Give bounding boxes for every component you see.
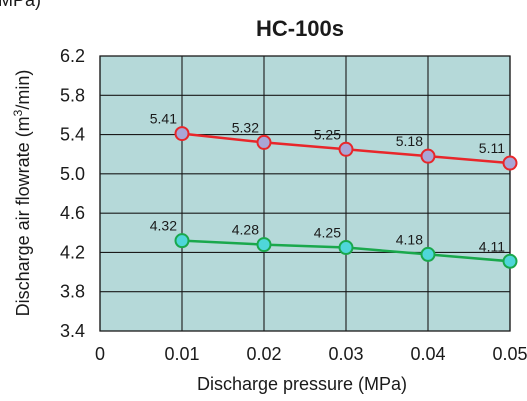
data-point <box>420 148 436 164</box>
x-tick-label: 0.03 <box>328 344 363 364</box>
data-point <box>174 126 190 142</box>
data-point <box>256 134 272 150</box>
corner-unit-label: (MPa) <box>0 0 41 10</box>
chart-title: HC-100s <box>256 16 344 41</box>
data-point <box>174 233 190 249</box>
x-axis-label: Discharge pressure (MPa) <box>197 374 407 394</box>
y-axis-label: Discharge air flowrate (m3/min) <box>11 70 33 317</box>
x-tick-labels: 0 0.01 0.02 0.03 0.04 0.05 <box>95 344 527 364</box>
data-label: 4.25 <box>314 225 341 241</box>
y-tick-label: 4.6 <box>60 203 85 223</box>
x-tick-label: 0.01 <box>164 344 199 364</box>
plot-area <box>99 55 511 332</box>
data-label: 4.18 <box>396 231 423 247</box>
y-tick-label: 3.4 <box>60 321 85 341</box>
y-tick-label: 5.4 <box>60 125 85 145</box>
y-axis-label-main: Discharge air flowrate (m <box>13 116 33 316</box>
data-label: 5.25 <box>314 126 341 142</box>
y-axis-label-superscript: 3 <box>11 109 25 116</box>
y-tick-label: 6.2 <box>60 46 85 66</box>
data-label: 4.32 <box>150 218 177 234</box>
x-tick-label: 0.02 <box>246 344 281 364</box>
y-tick-labels: 3.4 3.8 4.2 4.6 5.0 5.4 5.8 6.2 <box>60 46 85 341</box>
y-tick-label: 3.8 <box>60 282 85 302</box>
data-label: 5.32 <box>232 119 259 135</box>
data-label: 5.18 <box>396 133 423 149</box>
y-axis-label-unit: /min) <box>13 70 33 110</box>
x-tick-label: 0.05 <box>492 344 527 364</box>
data-point <box>338 141 354 157</box>
y-tick-label: 4.2 <box>60 242 85 262</box>
data-point <box>256 237 272 253</box>
grid-lines <box>99 55 511 332</box>
data-label: 5.41 <box>150 111 177 127</box>
data-label: 4.11 <box>479 238 505 254</box>
y-tick-label: 5.0 <box>60 164 85 184</box>
data-point <box>420 246 436 262</box>
x-tick-label: 0.04 <box>410 344 445 364</box>
series-2: 4.32 4.28 4.25 4.18 4.11 <box>150 218 518 269</box>
series-layer: 5.41 5.32 5.25 5.18 5.11 4.32 4.28 4.25 4.18 4.11 <box>150 111 518 269</box>
y-tick-label: 5.8 <box>60 85 85 105</box>
data-point <box>502 253 518 269</box>
data-label: 4.28 <box>232 222 259 238</box>
data-point <box>338 240 354 256</box>
x-tick-label: 0 <box>95 344 105 364</box>
data-point <box>502 155 518 171</box>
data-label: 5.11 <box>479 140 505 156</box>
series-1: 5.41 5.32 5.25 5.18 5.11 <box>150 111 518 171</box>
